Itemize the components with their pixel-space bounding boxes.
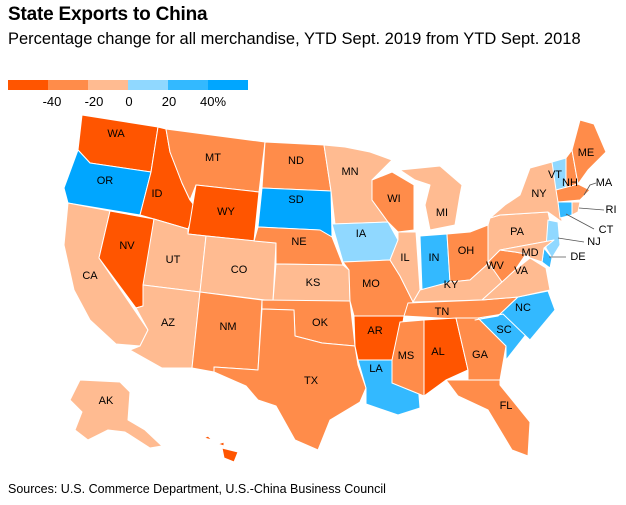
legend-swatch-6 bbox=[208, 80, 248, 90]
state-label-id: ID bbox=[152, 188, 163, 200]
state-label-ri: RI bbox=[606, 204, 617, 216]
state-label-az: AZ bbox=[161, 317, 175, 329]
state-label-ny: NY bbox=[531, 188, 547, 200]
state-label-mi: MI bbox=[436, 207, 448, 219]
state-hi bbox=[203, 435, 239, 463]
state-label-nc: NC bbox=[515, 302, 531, 314]
legend-tick-label: -20 bbox=[84, 94, 104, 109]
state-tx bbox=[213, 308, 367, 451]
state-label-tx: TX bbox=[304, 375, 319, 387]
state-label-ct: CT bbox=[599, 224, 614, 236]
legend-swatch-5 bbox=[168, 80, 208, 90]
state-label-al: AL bbox=[431, 346, 444, 358]
state-label-pa: PA bbox=[510, 226, 525, 238]
state-label-ut: UT bbox=[166, 254, 181, 266]
state-al bbox=[423, 317, 469, 397]
state-ma bbox=[555, 183, 591, 203]
legend-swatch-2 bbox=[48, 80, 88, 90]
state-ct bbox=[557, 201, 573, 219]
chart-title: State Exports to China bbox=[8, 4, 208, 25]
legend-tick-label: 20 bbox=[161, 94, 177, 109]
state-label-nv: NV bbox=[119, 240, 135, 252]
state-label-ky: KY bbox=[444, 279, 459, 291]
legend-tick-label: 40% bbox=[199, 94, 227, 109]
state-il bbox=[389, 231, 421, 303]
state-ms bbox=[391, 319, 425, 397]
state-label-ma: MA bbox=[596, 177, 613, 189]
state-label-ga: GA bbox=[472, 349, 489, 361]
state-wi bbox=[371, 171, 415, 233]
source-note: Sources: U.S. Commerce Department, U.S.-… bbox=[8, 482, 386, 496]
state-label-wy: WY bbox=[217, 206, 235, 218]
state-nj bbox=[545, 219, 561, 259]
state-label-tn: TN bbox=[435, 306, 450, 318]
state-label-mo: MO bbox=[362, 278, 380, 290]
state-label-ne: NE bbox=[291, 236, 306, 248]
legend-swatch-3 bbox=[88, 80, 128, 90]
state-label-ca: CA bbox=[82, 270, 98, 282]
state-label-ar: AR bbox=[367, 325, 382, 337]
state-label-nh: NH bbox=[562, 177, 578, 189]
legend-tick-label: 0 bbox=[125, 94, 133, 109]
legend-tick-label: -40 bbox=[42, 94, 62, 109]
state-label-co: CO bbox=[231, 264, 248, 276]
state-label-nd: ND bbox=[288, 155, 304, 167]
state-label-mt: MT bbox=[205, 152, 221, 164]
us-state-map: WA OR CA NV ID MT WY UT AZ CO NM ND SD N… bbox=[63, 114, 617, 463]
state-fl bbox=[445, 379, 531, 457]
state-label-nj: NJ bbox=[587, 236, 600, 248]
state-nc bbox=[474, 290, 556, 341]
state-label-sd: SD bbox=[288, 194, 303, 206]
state-label-md: MD bbox=[521, 247, 538, 259]
state-label-ks: KS bbox=[306, 277, 321, 289]
state-label-wa: WA bbox=[107, 128, 125, 140]
state-label-or: OR bbox=[97, 175, 114, 187]
state-label-ok: OK bbox=[312, 317, 329, 329]
state-label-me: ME bbox=[578, 147, 595, 159]
state-label-mn: MN bbox=[341, 166, 358, 178]
state-label-ia: IA bbox=[356, 228, 367, 240]
legend-swatch-4 bbox=[128, 80, 168, 90]
state-label-oh: OH bbox=[458, 245, 475, 257]
state-label-vt: VT bbox=[548, 169, 562, 181]
state-label-nm: NM bbox=[219, 321, 236, 333]
chart-subtitle: Percentage change for all merchandise, Y… bbox=[8, 30, 581, 48]
state-label-va: VA bbox=[514, 265, 529, 277]
state-label-wi: WI bbox=[387, 193, 400, 205]
state-label-de: DE bbox=[570, 251, 585, 263]
state-ri bbox=[571, 201, 581, 216]
state-label-wv: WV bbox=[486, 260, 504, 272]
legend-swatch-1 bbox=[8, 80, 48, 90]
state-label-in: IN bbox=[429, 252, 440, 264]
state-label-sc: SC bbox=[496, 324, 511, 336]
callout-leaders bbox=[549, 182, 605, 258]
state-label-ms: MS bbox=[398, 350, 415, 362]
state-md bbox=[499, 239, 555, 263]
color-legend: -40 -20 0 20 40% bbox=[8, 80, 248, 110]
state-label-fl: FL bbox=[500, 400, 513, 412]
state-labels: WA OR CA NV ID MT WY UT AZ CO NM ND SD N… bbox=[82, 128, 616, 412]
state-mi bbox=[399, 165, 463, 231]
state-label-il: IL bbox=[400, 252, 409, 264]
state-label-ak: AK bbox=[99, 395, 114, 407]
state-label-la: LA bbox=[369, 363, 383, 375]
state-ak bbox=[69, 379, 163, 449]
